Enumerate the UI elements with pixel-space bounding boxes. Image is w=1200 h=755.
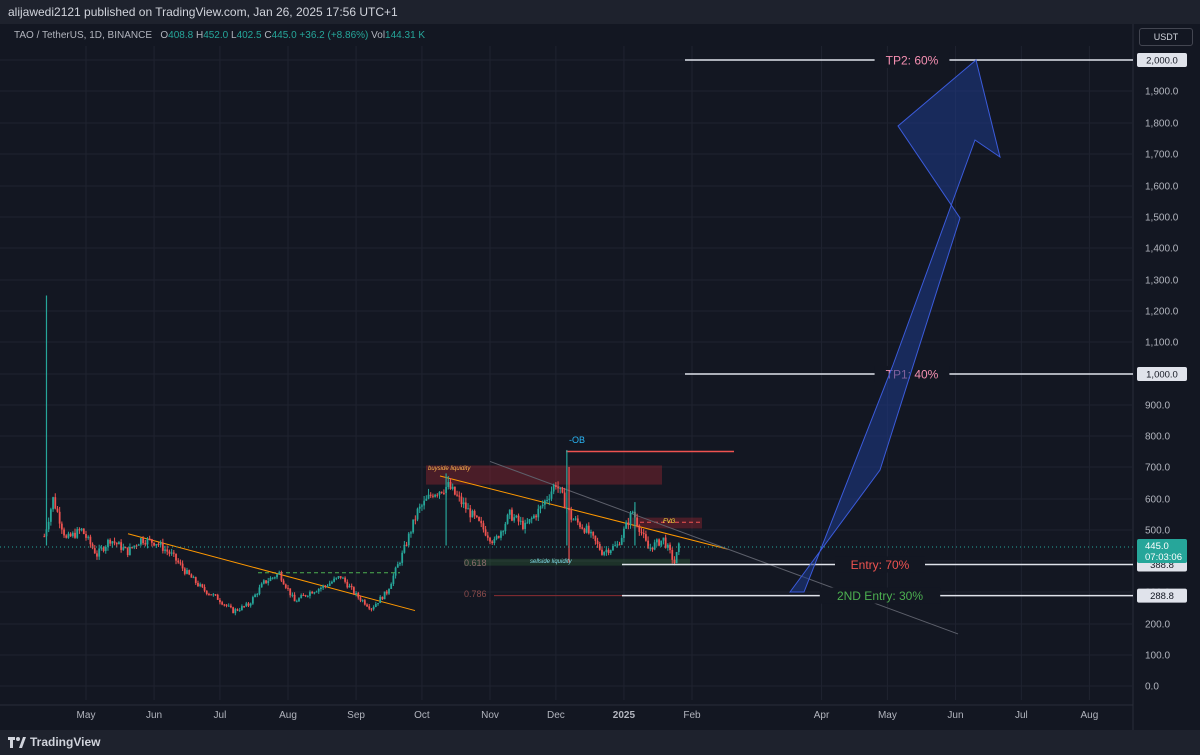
publish-bar: alijawedi2121 published on TradingView.c… xyxy=(0,0,1200,24)
symbol-legend: TAO / TetherUS, 1D, BINANCE O408.8 H452.… xyxy=(14,30,425,41)
currency-button[interactable]: USDT xyxy=(1139,28,1193,46)
close-value: 445.0 xyxy=(271,30,297,41)
change-value: +36.2 (+8.86%) xyxy=(299,30,369,41)
open-label: O xyxy=(160,30,169,41)
footer-bar xyxy=(0,730,1200,755)
high-value: 452.0 xyxy=(203,30,229,41)
open-value: 408.8 xyxy=(168,30,194,41)
publish-line: alijawedi2121 published on TradingView.c… xyxy=(8,5,398,19)
low-label: L xyxy=(231,30,237,41)
tradingview-brand[interactable]: TradingView xyxy=(30,735,101,749)
vol-label: Vol xyxy=(371,30,386,41)
symbol-name[interactable]: TAO / TetherUS, 1D, BINANCE xyxy=(14,30,153,41)
high-label: H xyxy=(195,30,204,41)
chart-area[interactable] xyxy=(0,24,1200,730)
low-value: 402.5 xyxy=(236,30,262,41)
vol-value: 144.31 K xyxy=(385,30,426,41)
close-label: C xyxy=(264,30,272,41)
tradingview-logo-icon xyxy=(8,737,26,748)
